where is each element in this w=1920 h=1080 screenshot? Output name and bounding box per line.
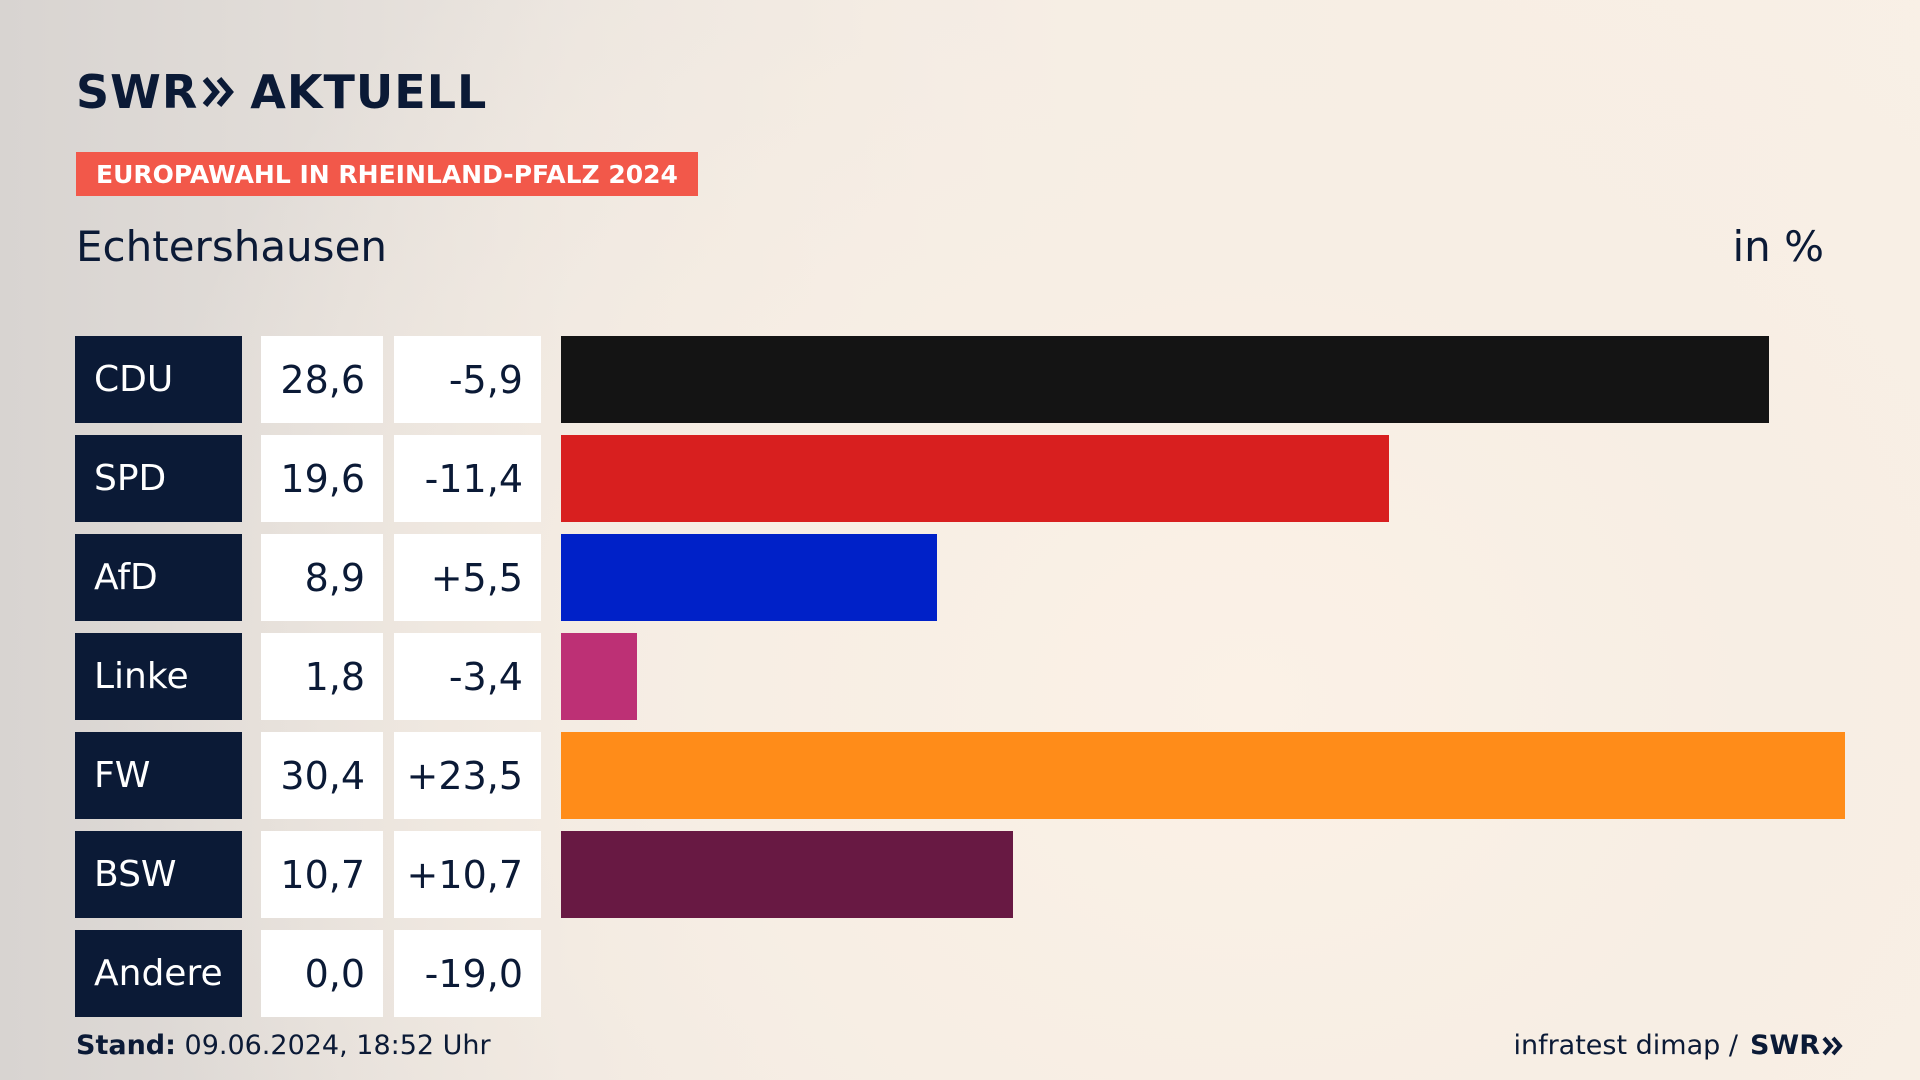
logo-swr-text: SWR	[76, 65, 199, 119]
event-badge: EUROPAWAHL IN RHEINLAND-PFALZ 2024	[76, 152, 698, 196]
result-row: CDU 28,6 -5,9	[75, 336, 1845, 423]
vote-share-value: 1,8	[261, 633, 383, 720]
vote-share-value: 19,6	[261, 435, 383, 522]
vote-share-value: 10,7	[261, 831, 383, 918]
bar-cdu	[561, 336, 1769, 423]
bar-afd	[561, 534, 937, 621]
result-row: AfD 8,9 +5,5	[75, 534, 1845, 621]
vote-change-value: -19,0	[394, 930, 541, 1017]
party-label: Andere	[75, 930, 242, 1017]
bar-fw	[561, 732, 1845, 819]
party-label: AfD	[75, 534, 242, 621]
double-chevron-icon-small	[1822, 1036, 1843, 1055]
party-label: CDU	[75, 336, 242, 423]
swr-aktuell-logo: SWR AKTUELL	[76, 65, 488, 119]
party-label: BSW	[75, 831, 242, 918]
vote-change-value: +23,5	[394, 732, 541, 819]
vote-change-value: +10,7	[394, 831, 541, 918]
region-title: Echtershausen	[76, 222, 388, 271]
stand-value: 09.06.2024, 18:52 Uhr	[184, 1030, 491, 1061]
timestamp: Stand: 09.06.2024, 18:52 Uhr	[76, 1030, 491, 1061]
vote-share-value: 28,6	[261, 336, 383, 423]
results-chart: CDU 28,6 -5,9 SPD 19,6 -11,4 AfD 8,9 +5,5 Linke 1,…	[75, 336, 1845, 1029]
vote-change-value: -5,9	[394, 336, 541, 423]
result-row: Linke 1,8 -3,4	[75, 633, 1845, 720]
unit-label: in %	[1732, 222, 1824, 271]
vote-change-value: -11,4	[394, 435, 541, 522]
result-row: FW 30,4 +23,5	[75, 732, 1845, 819]
vote-change-value: +5,5	[394, 534, 541, 621]
result-row: SPD 19,6 -11,4	[75, 435, 1845, 522]
source-credit: infratest dimap / SWR	[1513, 1030, 1844, 1061]
logo-aktuell-text: AKTUELL	[250, 65, 488, 119]
source-brand: SWR	[1750, 1030, 1844, 1061]
vote-share-value: 30,4	[261, 732, 383, 819]
vote-change-value: -3,4	[394, 633, 541, 720]
stand-label: Stand:	[76, 1030, 176, 1061]
vote-share-value: 8,9	[261, 534, 383, 621]
source-brand-text: SWR	[1749, 1030, 1820, 1061]
vote-share-value: 0,0	[261, 930, 383, 1017]
bar-linke	[561, 633, 637, 720]
party-label: SPD	[75, 435, 242, 522]
party-label: Linke	[75, 633, 242, 720]
source-text: infratest dimap /	[1513, 1030, 1738, 1061]
party-label: FW	[75, 732, 242, 819]
result-row: Andere 0,0 -19,0	[75, 930, 1845, 1017]
bar-bsw	[561, 831, 1013, 918]
bar-spd	[561, 435, 1389, 522]
double-chevron-icon	[202, 75, 236, 109]
result-row: BSW 10,7 +10,7	[75, 831, 1845, 918]
